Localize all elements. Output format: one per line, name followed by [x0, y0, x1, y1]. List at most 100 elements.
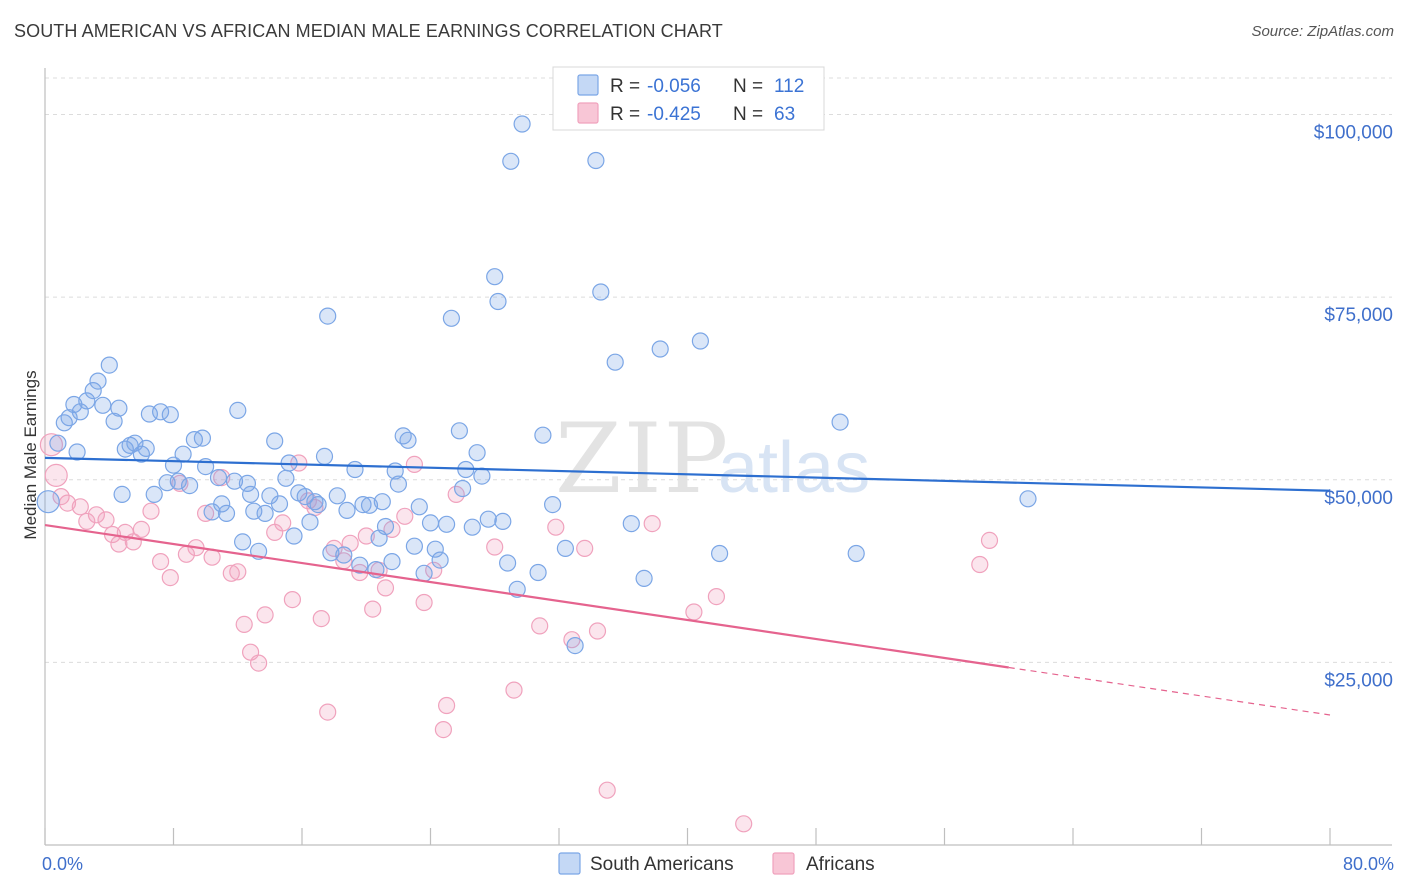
- point-south-americans-32: [225, 472, 244, 490]
- point-africans-43: [376, 579, 395, 597]
- point-africans-34: [312, 609, 330, 628]
- point-south-americans-12: [110, 399, 128, 417]
- point-africans-27: [256, 606, 274, 624]
- point-africans-65: [980, 531, 999, 550]
- point-south-americans-26: [193, 429, 211, 447]
- point-south-americans-96: [606, 353, 624, 371]
- watermark-atlas: atlas: [718, 428, 870, 508]
- point-south-americans-106: [140, 405, 158, 423]
- legend-top: R = -0.056 N = 112 R = -0.425 N = 63: [552, 66, 825, 131]
- point-africans-58: [588, 622, 607, 640]
- point-south-americans-99: [651, 340, 669, 358]
- point-south-americans-44: [285, 527, 303, 545]
- legend-bottom-label-south-americans: South Americans: [590, 854, 734, 875]
- point-south-americans-40: [266, 432, 284, 450]
- legend-top-swatch-africans: [577, 102, 599, 124]
- y-axis-title: Median Male Earnings: [21, 370, 40, 539]
- legend-top-n-value-1: 112: [774, 76, 804, 97]
- point-south-americans-56: [346, 460, 364, 479]
- point-africans-30: [283, 590, 301, 609]
- point-africans-14: [152, 552, 170, 571]
- point-africans-61: [685, 603, 703, 621]
- point-south-americans-105: [113, 485, 131, 503]
- point-south-americans-107: [164, 456, 183, 474]
- point-south-americans-34: [234, 533, 252, 551]
- point-south-americans-33: [229, 401, 247, 419]
- point-south-americans-108: [242, 485, 260, 503]
- point-africans-62: [707, 587, 726, 606]
- trend-lines: [44, 456, 1331, 716]
- point-africans-23: [229, 563, 247, 581]
- point-south-americans-71: [421, 514, 440, 532]
- point-africans-57: [576, 539, 594, 558]
- point-south-americans-65: [389, 475, 407, 493]
- watermark: ZIP atlas: [555, 403, 870, 515]
- point-south-americans-75: [442, 309, 460, 327]
- legend-bottom-label-africans: Africans: [806, 854, 875, 875]
- point-south-americans-82: [486, 268, 504, 286]
- point-africans-59: [598, 781, 616, 799]
- watermark-zip: ZIP: [555, 403, 730, 515]
- point-south-americans-98: [635, 569, 653, 588]
- point-south-americans-95: [592, 283, 610, 301]
- point-africans-53: [505, 681, 523, 699]
- point-africans-5: [78, 512, 96, 531]
- x-tick-labels: 0.0% 80.0%: [42, 854, 1394, 874]
- point-africans-6: [87, 506, 106, 524]
- point-africans-52: [486, 538, 504, 556]
- point-africans-40: [357, 527, 375, 545]
- point-africans-13: [142, 502, 160, 520]
- point-south-americans-73: [431, 551, 449, 569]
- x-tick-label-min: 0.0%: [42, 854, 83, 874]
- legend-bottom-swatch-africans: [772, 852, 795, 875]
- point-south-americans-62: [376, 517, 395, 536]
- point-south-americans-52: [322, 544, 340, 562]
- point-africans-50: [438, 696, 456, 715]
- point-south-americans-97: [622, 514, 640, 533]
- x-tick-label-max: 80.0%: [1343, 854, 1394, 874]
- point-africans-41: [364, 600, 382, 618]
- point-south-americans-86: [502, 152, 520, 170]
- point-south-americans-104: [1019, 490, 1037, 508]
- point-south-americans-53: [328, 487, 346, 505]
- point-south-americans-67: [399, 431, 417, 449]
- point-south-americans-110: [454, 479, 472, 498]
- point-south-americans-50: [315, 447, 334, 465]
- legend-top-r-value-2: -0.425: [647, 104, 701, 125]
- point-africans-49: [434, 720, 452, 739]
- y-tick-labels: $25,000 $50,000 $75,000 $100,000: [1314, 123, 1393, 692]
- point-south-americans-72: [426, 540, 444, 558]
- axes: [44, 68, 1392, 846]
- y-tick-label-2: $75,000: [1324, 305, 1393, 326]
- point-africans-31: [290, 454, 308, 472]
- point-south-americans-59: [360, 496, 379, 514]
- grid-lines: [45, 77, 1392, 663]
- point-south-americans-35: [238, 474, 256, 492]
- point-south-americans-80: [473, 467, 491, 485]
- legend-top-r-label-1: R =: [610, 76, 640, 97]
- point-south-americans-24: [181, 477, 199, 495]
- point-south-americans-11: [105, 412, 123, 430]
- point-south-americans-17: [137, 439, 155, 457]
- point-south-americans-89: [529, 563, 547, 582]
- point-africans-1: [44, 463, 68, 487]
- trend-line-south-americans: [44, 456, 1331, 492]
- point-south-americans-85: [499, 554, 517, 572]
- point-south-americans-42: [277, 469, 295, 487]
- point-south-americans-30: [213, 495, 231, 513]
- point-south-americans-91: [543, 496, 562, 514]
- legend-top-swatch-south-americans: [577, 74, 599, 96]
- point-africans-2: [52, 488, 70, 506]
- point-south-americans-7: [84, 382, 102, 400]
- point-south-americans-9: [100, 356, 118, 374]
- point-south-americans-88: [513, 115, 531, 133]
- point-south-americans-69: [410, 498, 428, 516]
- point-south-americans-31: [217, 504, 236, 523]
- chart-source: Source: ZipAtlas.com: [1251, 23, 1394, 40]
- trend-line-extension-africans: [1008, 666, 1331, 716]
- point-south-americans-93: [566, 636, 584, 655]
- point-africans-24: [235, 615, 253, 634]
- point-south-americans-102: [831, 413, 849, 431]
- point-south-americans-47: [301, 513, 319, 531]
